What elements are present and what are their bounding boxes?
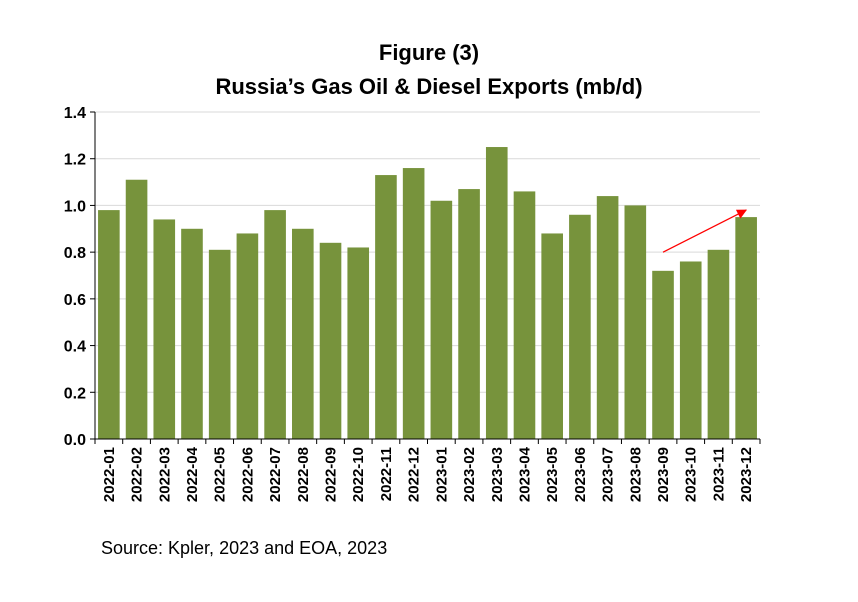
- x-tick-label: 2022-02: [129, 447, 146, 502]
- bar: [735, 217, 757, 439]
- y-tick-label: 0.6: [64, 292, 86, 309]
- x-tick-label: 2022-01: [101, 447, 118, 502]
- chart-title-line2: Russia’s Gas Oil & Diesel Exports (mb/d): [215, 74, 643, 99]
- y-tick-label: 1.2: [64, 152, 86, 169]
- y-tick-label: 1.4: [64, 105, 86, 122]
- source-note: Source: Kpler, 2023 and EOA, 2023: [101, 538, 388, 558]
- x-tick-label: 2023-01: [433, 447, 450, 502]
- x-tick-label: 2023-08: [627, 447, 644, 502]
- x-tick-label: 2023-03: [489, 447, 506, 502]
- bar: [347, 247, 370, 439]
- bar: [153, 219, 176, 439]
- bar: [541, 233, 563, 439]
- bar: [679, 261, 702, 439]
- chart-title: Figure (3) Russia’s Gas Oil & Diesel Exp…: [0, 36, 858, 104]
- bar: [375, 175, 397, 440]
- bar: [485, 147, 508, 440]
- bar: [402, 168, 425, 440]
- x-tick-label: 2023-07: [600, 447, 617, 502]
- y-tick-label: 0.8: [64, 245, 86, 262]
- x-tick-label: 2023-09: [655, 447, 672, 502]
- y-tick-label: 0.2: [64, 385, 86, 402]
- bar: [458, 189, 480, 439]
- x-tick-label: 2022-03: [156, 447, 173, 502]
- y-tick-label: 1.0: [64, 198, 86, 215]
- axes: [90, 111, 761, 444]
- x-tick-label: 2022-06: [239, 447, 256, 502]
- x-tick-label: 2022-04: [184, 446, 201, 502]
- x-tick-label: 2023-12: [738, 447, 755, 502]
- x-tick-label: 2022-12: [406, 447, 423, 502]
- bar: [430, 200, 453, 439]
- x-tick-label: 2022-05: [212, 447, 229, 502]
- x-tick-label: 2023-04: [516, 446, 533, 502]
- bar: [125, 179, 148, 439]
- x-tick-label: 2022-10: [350, 447, 367, 502]
- bar: [707, 249, 730, 439]
- bar: [98, 210, 120, 439]
- x-tick-label: 2022-07: [267, 447, 284, 502]
- bar: [652, 270, 674, 439]
- bar: [569, 214, 591, 439]
- x-tick-label: 2023-05: [544, 447, 561, 502]
- bar: [264, 210, 286, 439]
- bar: [596, 196, 619, 439]
- chart-title-line1: Figure (3): [378, 40, 480, 65]
- x-tick-label: 2023-10: [683, 447, 700, 502]
- x-tick-label: 2022-08: [295, 447, 312, 502]
- gridlines: [95, 111, 760, 393]
- y-tick-label: 0.4: [64, 339, 86, 356]
- bar: [513, 191, 536, 439]
- bar: [208, 249, 231, 439]
- annotation: [662, 209, 748, 253]
- bar: [624, 205, 647, 439]
- bars: [98, 147, 757, 440]
- bar: [319, 242, 342, 439]
- trend-arrow: [662, 209, 748, 253]
- x-tick-label: 2022-11: [378, 447, 395, 501]
- axis-labels: 0.0 0.2 0.4 0.6 0.8 1.0 1.2 1.4 2022-01 2022-02 20…: [64, 105, 755, 502]
- y-tick-label: 0.0: [64, 432, 86, 449]
- x-tick-label: 2023-06: [572, 447, 589, 502]
- bar: [236, 233, 259, 439]
- bar: [181, 228, 203, 439]
- x-tick-label: 2023-02: [461, 447, 478, 502]
- x-tick-label: 2022-09: [323, 447, 340, 502]
- bar: [292, 228, 314, 439]
- x-tick-label: 2023-11: [710, 447, 727, 501]
